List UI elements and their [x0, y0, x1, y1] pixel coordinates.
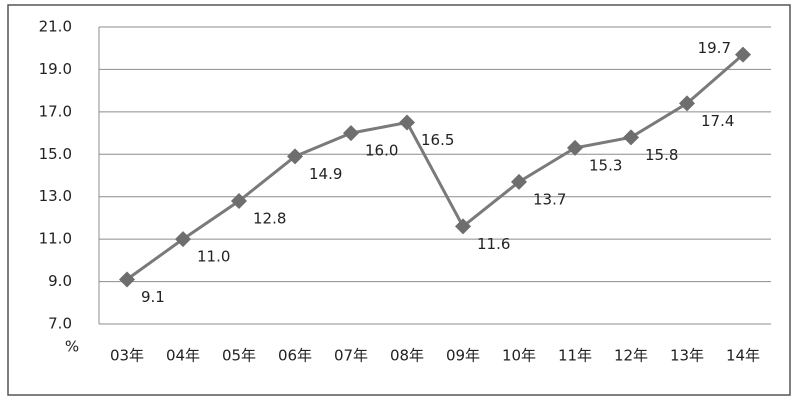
- data-label: 19.7: [698, 39, 731, 57]
- data-marker: [511, 173, 527, 190]
- x-tick-label: 10年: [502, 347, 536, 365]
- data-label: 15.3: [589, 156, 622, 174]
- data-label: 12.8: [253, 209, 286, 227]
- data-line: [126, 53, 744, 281]
- data-marker: [399, 114, 415, 131]
- data-label: 14.9: [309, 165, 342, 183]
- x-tick-label: 08年: [390, 347, 424, 365]
- data-label: 13.7: [533, 190, 566, 208]
- data-label: 15.8: [645, 146, 678, 164]
- y-tick-label: 9.0: [48, 272, 72, 290]
- y-tick-label: 7.0: [48, 315, 72, 333]
- y-tick-label: 13.0: [39, 187, 72, 205]
- y-axis-unit: %: [65, 338, 79, 356]
- data-marker: [287, 148, 303, 165]
- data-marker: [343, 125, 359, 142]
- data-marker: [455, 218, 471, 235]
- y-tick-label: 15.0: [39, 145, 72, 163]
- y-tick-label: 21.0: [39, 18, 72, 36]
- x-tick-label: 07年: [334, 347, 368, 365]
- data-marker: [119, 271, 135, 288]
- y-tick-label: 11.0: [39, 230, 72, 248]
- data-marker: [679, 95, 695, 112]
- data-marker: [735, 46, 751, 63]
- x-tick-label: 13年: [670, 347, 704, 365]
- data-label: 16.5: [421, 131, 454, 149]
- data-marker: [231, 192, 247, 209]
- data-label: 11.0: [197, 248, 230, 266]
- y-tick-label: 17.0: [39, 102, 72, 120]
- x-tick-label: 11年: [558, 347, 592, 365]
- data-marker: [175, 231, 191, 248]
- x-tick-label: 12年: [614, 347, 648, 365]
- data-label: 9.1: [141, 288, 165, 306]
- x-tick-label: 14年: [726, 347, 760, 365]
- x-tick-label: 04年: [166, 347, 200, 365]
- x-tick-label: 05年: [222, 347, 256, 365]
- data-label: 11.6: [477, 235, 510, 253]
- x-tick-label: 09年: [446, 347, 480, 365]
- data-label: 16.0: [365, 142, 398, 160]
- data-marker: [623, 129, 639, 146]
- x-tick-label: 03年: [110, 347, 144, 365]
- chart-border: [7, 4, 791, 396]
- data-marker: [567, 139, 583, 156]
- y-tick-label: 19.0: [39, 60, 72, 78]
- data-label: 17.4: [701, 112, 734, 130]
- x-tick-label: 06年: [278, 347, 312, 365]
